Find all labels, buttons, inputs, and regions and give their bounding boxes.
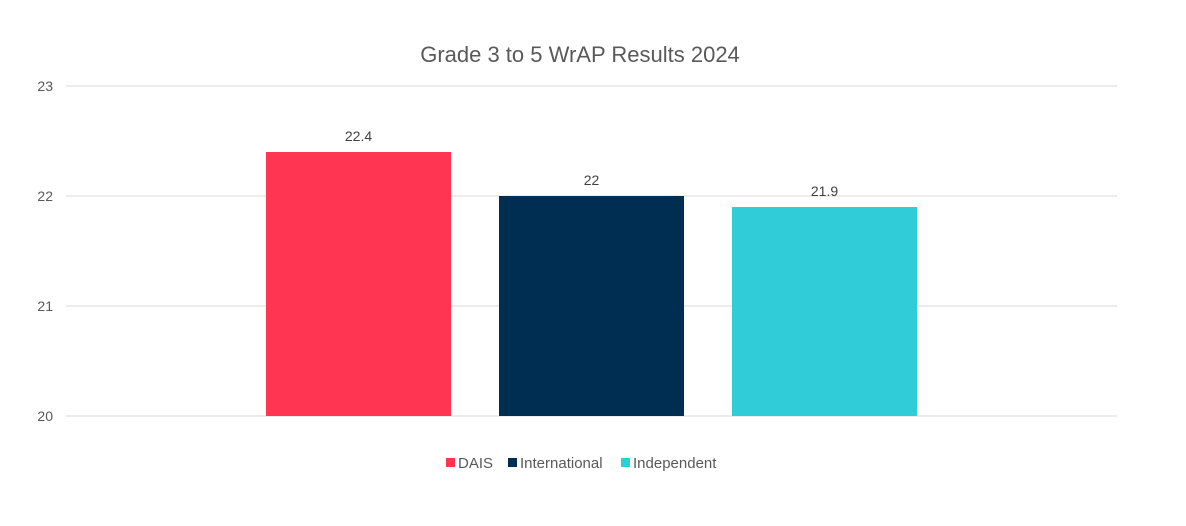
bar-dais (266, 152, 451, 416)
legend-swatch (508, 458, 517, 467)
data-label: 21.9 (811, 183, 838, 199)
chart-title: Grade 3 to 5 WrAP Results 2024 (420, 42, 740, 67)
data-label: 22.4 (345, 128, 372, 144)
y-tick-label: 21 (37, 298, 53, 314)
legend-swatch (446, 458, 455, 467)
data-label: 22 (584, 172, 600, 188)
y-tick-label: 22 (37, 188, 53, 204)
bar-international (499, 196, 684, 416)
y-tick-label: 20 (37, 408, 53, 424)
legend-swatch (621, 458, 630, 467)
bar-independent (732, 207, 917, 416)
legend-label: International (520, 455, 603, 472)
legend-label: Independent (633, 455, 717, 472)
legend-label: DAIS (458, 455, 493, 472)
y-tick-label: 23 (37, 78, 53, 94)
